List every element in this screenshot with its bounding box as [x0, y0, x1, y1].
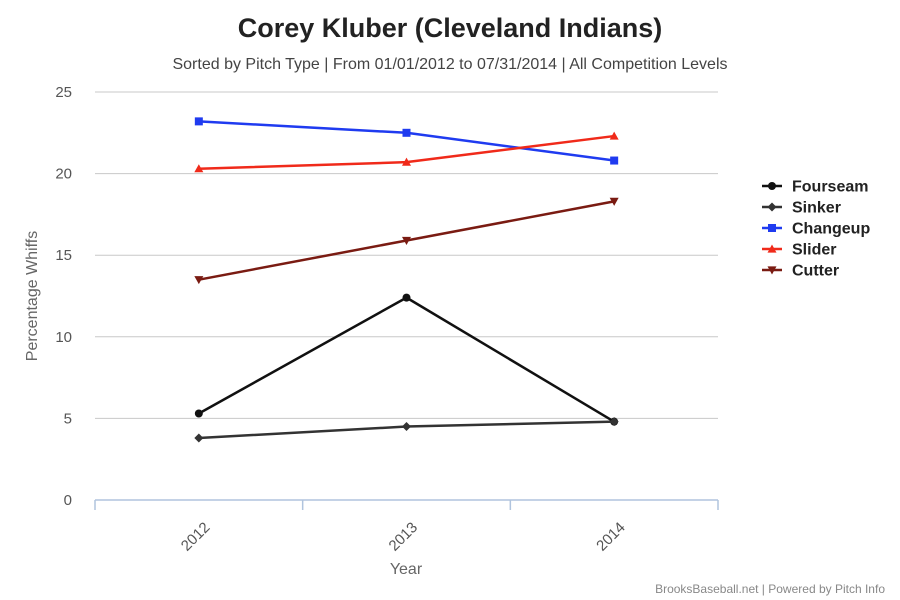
x-tick-label: 2013	[386, 519, 422, 555]
x-tick-label: 2014	[593, 519, 629, 555]
y-tick-label: 25	[55, 84, 72, 101]
legend: Fourseam Sinker Changeup Slider Cutter	[762, 179, 870, 280]
series-line-changeup[interactable]	[198, 120, 615, 162]
series-fourseam	[194, 293, 619, 426]
legend-item-sinker[interactable]: Sinker	[762, 200, 841, 217]
data-point-slider-2014[interactable]	[609, 131, 619, 140]
x-tick-label: 2012	[178, 519, 214, 555]
data-point-changeup-2014[interactable]	[610, 156, 619, 165]
y-axis-ticks: 0 5 10 15 20 25	[55, 84, 72, 509]
data-point-fourseam-2013[interactable]	[402, 293, 411, 302]
series-sinker	[194, 417, 619, 443]
legend-marker-fourseam	[768, 182, 776, 190]
x-axis: 2012 2013 2014	[94, 499, 719, 555]
data-point-slider-2013[interactable]	[402, 157, 411, 166]
legend-marker-sinker	[767, 202, 777, 212]
y-tick-label: 5	[64, 410, 72, 427]
legend-label: Cutter	[792, 263, 839, 280]
series-changeup	[194, 117, 619, 165]
legend-label: Slider	[792, 242, 836, 259]
y-tick-label: 20	[55, 166, 72, 183]
legend-label: Fourseam	[792, 179, 868, 196]
legend-label: Sinker	[792, 200, 841, 217]
x-axis-title: Year	[390, 561, 423, 578]
series-line-fourseam[interactable]	[198, 296, 615, 423]
y-tick-label: 10	[55, 329, 72, 346]
series-lines	[194, 117, 619, 443]
legend-marker-cutter	[767, 266, 777, 275]
chart-title: Corey Kluber (Cleveland Indians)	[238, 13, 663, 43]
data-point-slider-2012[interactable]	[194, 164, 204, 173]
data-point-cutter-2012[interactable]	[194, 276, 204, 285]
data-point-changeup-2013[interactable]	[402, 128, 411, 137]
data-point-sinker-2014[interactable]	[609, 417, 619, 427]
y-axis-title: Percentage Whiffs	[24, 231, 41, 361]
legend-marker-changeup	[768, 224, 776, 232]
credits[interactable]: BrooksBaseball.net | Powered by Pitch In…	[655, 582, 885, 596]
y-tick-label: 0	[64, 492, 72, 509]
chart-subtitle: Sorted by Pitch Type | From 01/01/2012 t…	[172, 56, 727, 73]
series-slider	[194, 131, 619, 173]
data-point-changeup-2012[interactable]	[194, 117, 203, 126]
data-point-cutter-2013[interactable]	[402, 236, 411, 246]
legend-item-slider[interactable]: Slider	[762, 242, 836, 259]
legend-item-fourseam[interactable]: Fourseam	[762, 179, 868, 196]
y-tick-label: 15	[55, 247, 72, 264]
gridlines	[95, 91, 718, 419]
data-point-sinker-2012[interactable]	[194, 433, 204, 443]
legend-item-changeup[interactable]: Changeup	[762, 221, 870, 238]
legend-item-cutter[interactable]: Cutter	[762, 263, 839, 280]
legend-label: Changeup	[792, 221, 870, 238]
data-point-fourseam-2012[interactable]	[194, 409, 203, 418]
data-point-sinker-2013[interactable]	[402, 422, 411, 432]
series-cutter	[194, 197, 619, 285]
data-point-cutter-2014[interactable]	[609, 197, 619, 206]
legend-marker-slider	[767, 244, 777, 253]
